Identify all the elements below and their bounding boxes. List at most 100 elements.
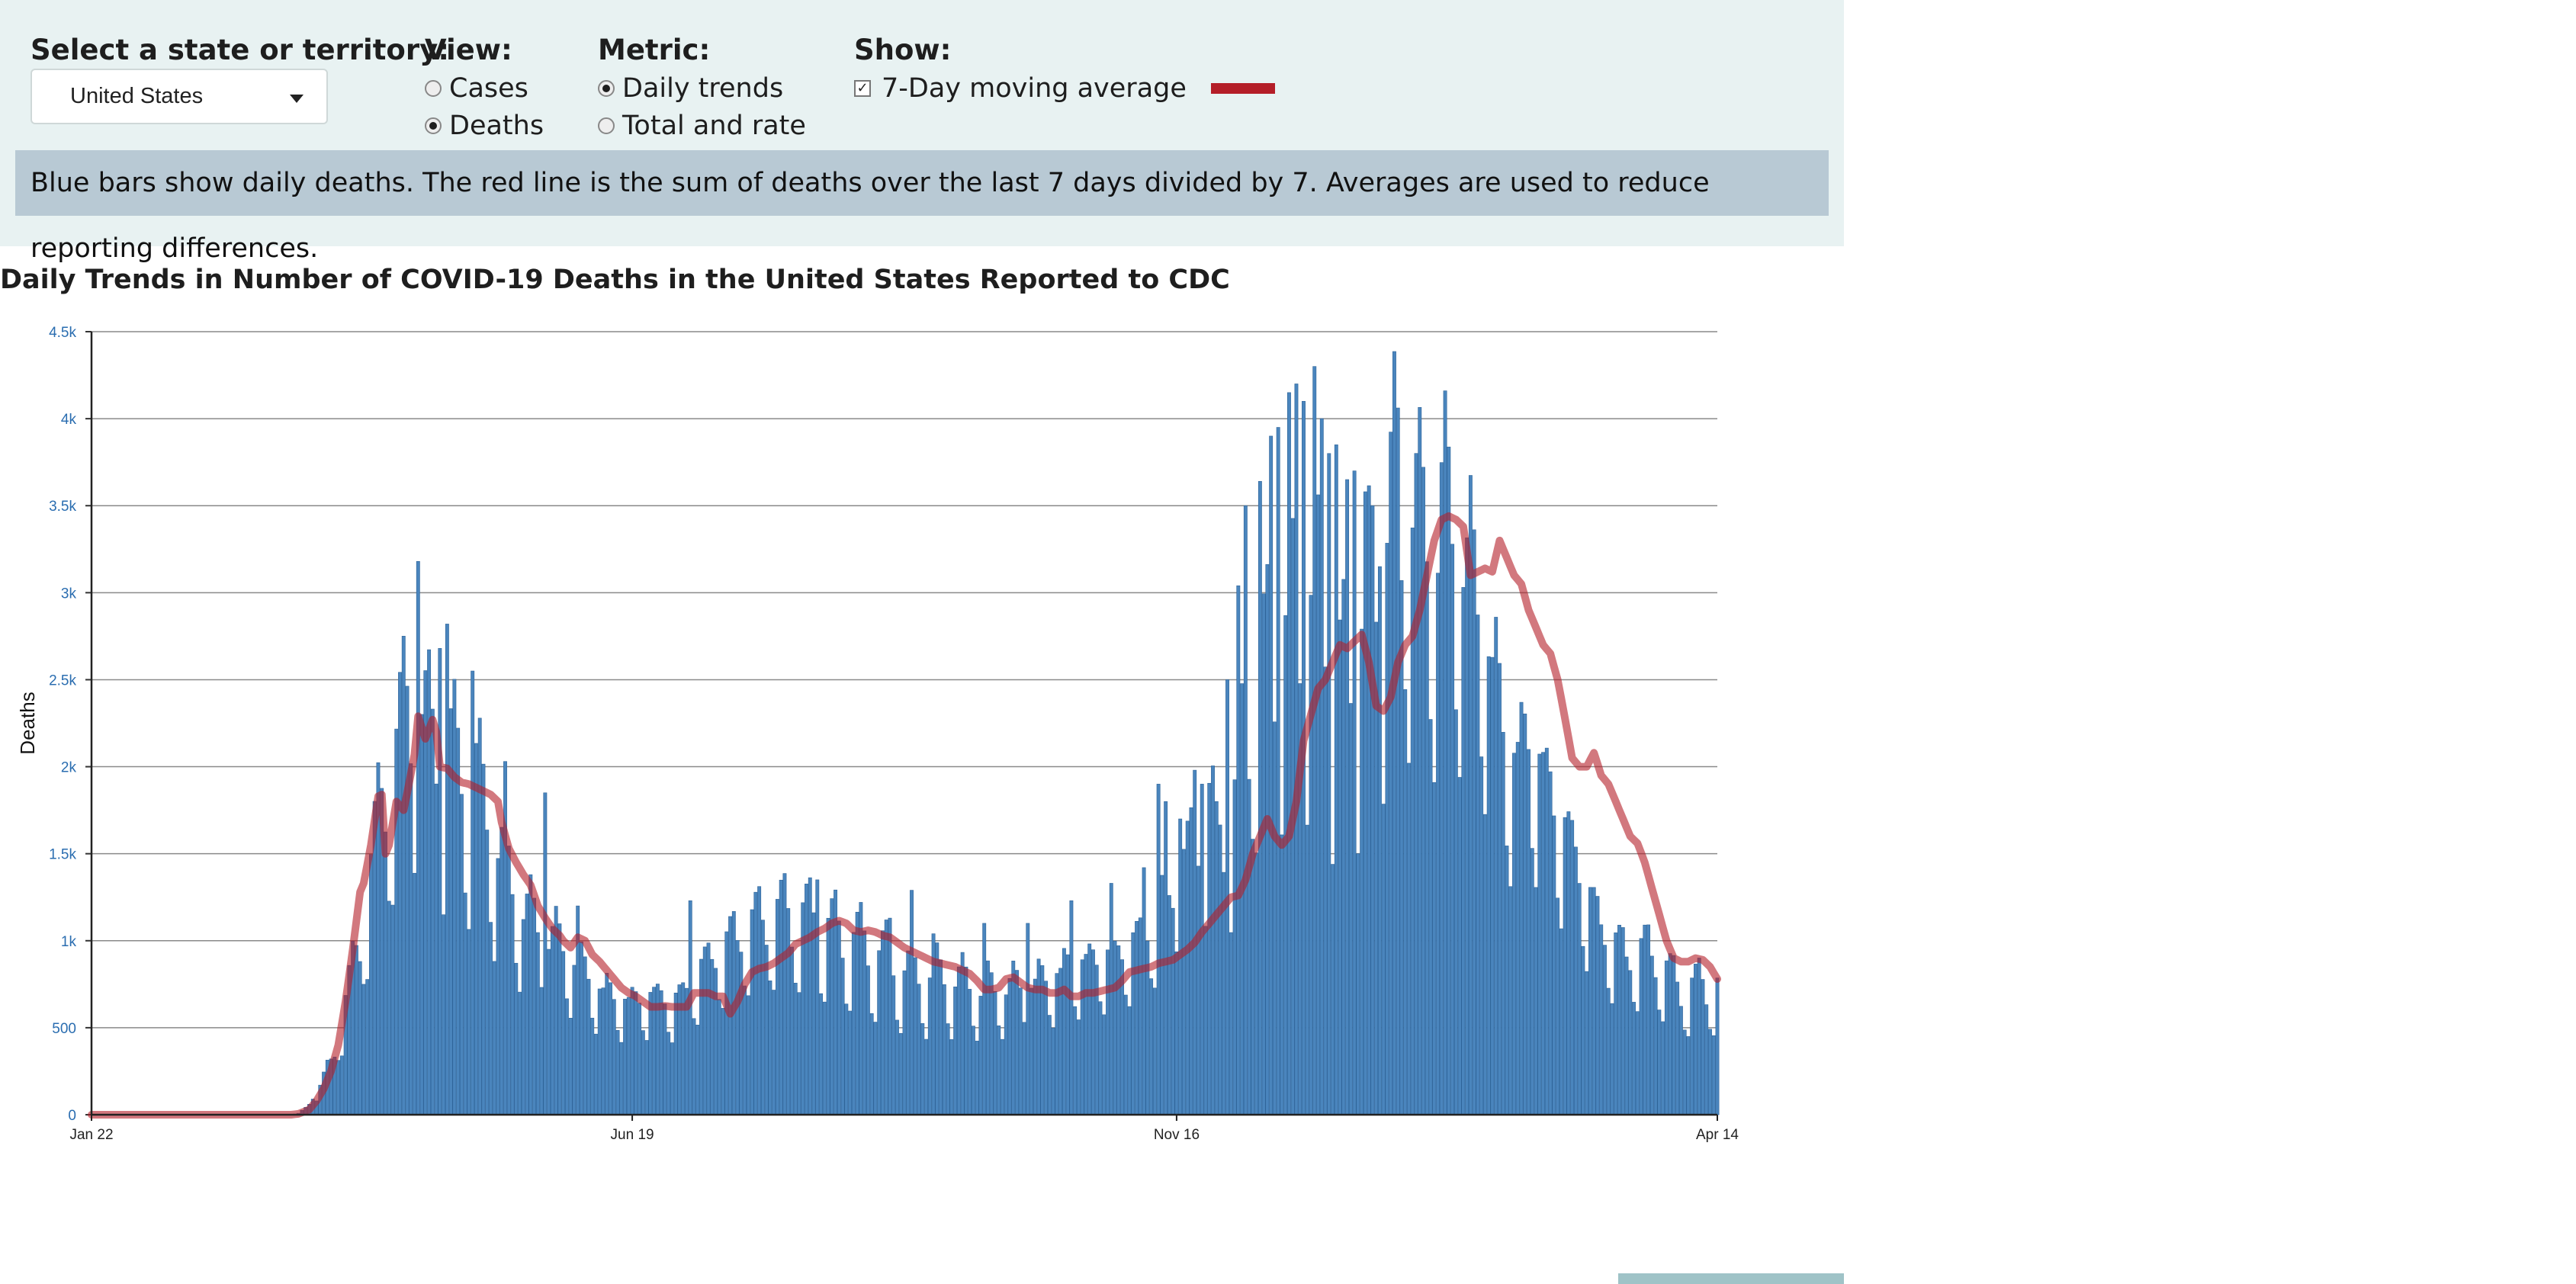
daily-deaths-bar: [1106, 949, 1110, 1115]
metric-option-total-and-rate[interactable]: Total and rate: [598, 109, 806, 143]
daily-deaths-bar: [510, 894, 515, 1115]
x-tick-label: Jun 19: [611, 1127, 654, 1143]
daily-deaths-bar: [978, 996, 983, 1115]
show-option-label: 7-Day moving average: [882, 73, 1187, 104]
daily-deaths-bar: [1287, 392, 1291, 1115]
radio-icon[interactable]: [425, 80, 442, 97]
daily-deaths-bar: [1498, 663, 1502, 1115]
state-select[interactable]: United States: [31, 69, 328, 124]
daily-deaths-bar: [485, 830, 490, 1115]
daily-deaths-bar: [597, 988, 602, 1115]
daily-deaths-bar: [1236, 585, 1241, 1115]
daily-deaths-bar: [1323, 666, 1328, 1115]
daily-deaths-bar: [1523, 713, 1527, 1115]
daily-deaths-bar: [594, 1033, 598, 1115]
footer-tab[interactable]: [1618, 1273, 1844, 1284]
daily-deaths-bar: [459, 794, 464, 1115]
daily-deaths-bar: [910, 890, 914, 1115]
daily-deaths-bar: [746, 995, 750, 1115]
daily-deaths-bar: [1563, 817, 1567, 1115]
daily-deaths-bar: [1418, 406, 1422, 1115]
radio-icon[interactable]: [598, 117, 615, 134]
daily-deaths-bar: [1476, 615, 1480, 1115]
daily-deaths-bar: [1519, 701, 1524, 1115]
daily-deaths-bar: [547, 949, 551, 1115]
daily-deaths-bar: [1585, 971, 1589, 1115]
daily-deaths-bar: [743, 985, 747, 1115]
daily-deaths-bar: [463, 892, 467, 1115]
daily-deaths-bar: [768, 981, 772, 1115]
daily-deaths-bar: [1632, 1002, 1636, 1115]
daily-deaths-bar: [811, 912, 816, 1115]
daily-deaths-bar: [394, 728, 399, 1115]
daily-deaths-bar: [1062, 948, 1066, 1115]
daily-deaths-bar: [1715, 977, 1720, 1115]
daily-deaths-bar: [557, 923, 562, 1115]
daily-deaths-bar: [1026, 923, 1030, 1115]
daily-deaths-bar: [1138, 917, 1142, 1115]
daily-deaths-bar: [1421, 467, 1425, 1115]
daily-deaths-bar: [702, 946, 707, 1115]
daily-deaths-bar: [1334, 445, 1338, 1115]
view-option-deaths[interactable]: Deaths: [425, 109, 544, 143]
daily-deaths-bar: [1265, 564, 1270, 1115]
daily-deaths-bar: [1410, 528, 1415, 1115]
daily-deaths-bar: [663, 1003, 667, 1115]
daily-deaths-bar: [692, 1018, 696, 1115]
daily-deaths-bar: [1628, 970, 1633, 1115]
y-tick-label: 1.5k: [49, 847, 76, 863]
daily-deaths-bar: [1360, 628, 1364, 1115]
daily-deaths-bar: [615, 1029, 620, 1115]
daily-deaths-bar: [590, 1017, 595, 1115]
daily-deaths-bar: [1283, 615, 1288, 1115]
daily-deaths-bar: [471, 670, 475, 1115]
daily-deaths-chart: 0 500 1k 1.5k 2k 2.5k 3k 3.5k 4k 4.5k Deaths Jan 22…: [16, 325, 1739, 1143]
daily-deaths-bar: [605, 973, 609, 1115]
daily-deaths-bar: [1682, 1029, 1687, 1115]
radio-selected-icon[interactable]: [425, 117, 442, 134]
daily-deaths-bar: [1181, 849, 1186, 1115]
daily-deaths-bar: [808, 877, 812, 1115]
daily-deaths-bar: [525, 894, 529, 1115]
daily-deaths-bar: [1152, 987, 1157, 1115]
daily-deaths-bar: [1425, 561, 1429, 1115]
daily-deaths-bar: [779, 879, 783, 1115]
daily-deaths-bar: [1272, 721, 1277, 1115]
daily-deaths-bar: [1377, 566, 1382, 1115]
daily-deaths-bar: [1294, 384, 1299, 1115]
daily-deaths-bar: [1356, 853, 1360, 1115]
daily-deaths-bar: [1595, 896, 1600, 1115]
daily-deaths-bar: [390, 904, 395, 1115]
daily-deaths-bar: [1675, 981, 1680, 1115]
daily-deaths-bar: [830, 898, 834, 1115]
daily-deaths-bar: [866, 965, 870, 1115]
daily-deaths-bar: [819, 993, 823, 1115]
daily-deaths-bar: [1552, 815, 1556, 1115]
bar-series: [293, 351, 1720, 1115]
metric-option-daily-trends[interactable]: Daily trends: [598, 72, 783, 105]
daily-deaths-bar: [968, 989, 972, 1115]
daily-deaths-bar: [993, 990, 997, 1115]
view-option-cases[interactable]: Cases: [425, 72, 528, 105]
checkbox-checked-icon[interactable]: ✓: [854, 80, 871, 97]
daily-deaths-bar: [913, 957, 917, 1115]
radio-selected-icon[interactable]: [598, 80, 615, 97]
daily-deaths-bar: [750, 909, 754, 1115]
daily-deaths-bar: [877, 950, 882, 1115]
daily-deaths-bar: [1465, 538, 1469, 1115]
daily-deaths-bar: [935, 942, 940, 1115]
daily-deaths-bar: [1352, 470, 1357, 1115]
daily-deaths-bar: [786, 908, 791, 1115]
daily-deaths-bar: [681, 982, 686, 1115]
daily-deaths-bar: [1131, 932, 1135, 1115]
daily-deaths-bar: [1196, 865, 1200, 1115]
daily-deaths-bar: [1515, 742, 1520, 1115]
daily-deaths-bar: [891, 975, 896, 1115]
daily-deaths-bar: [1624, 956, 1629, 1115]
daily-deaths-bar: [1174, 951, 1179, 1115]
daily-deaths-bar: [1548, 771, 1553, 1115]
y-tick-label: 0: [68, 1108, 76, 1124]
daily-deaths-bar: [568, 1017, 573, 1115]
show-moving-average-option[interactable]: ✓ 7-Day moving average: [854, 72, 1275, 105]
daily-deaths-bar: [1232, 779, 1237, 1115]
